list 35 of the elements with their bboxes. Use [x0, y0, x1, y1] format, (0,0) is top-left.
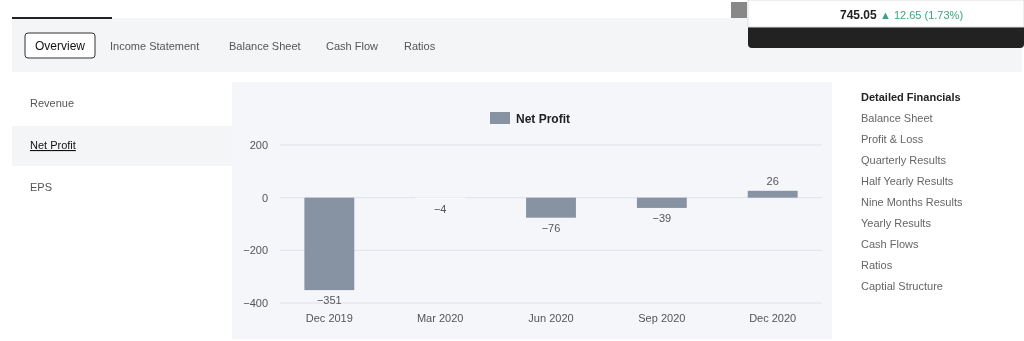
text: ▲ 12.65 (1.73%) [880, 9, 964, 21]
text: Captial Structure [861, 280, 943, 292]
text: Profit & Loss [861, 133, 924, 145]
x-tick-label: Jun 2020 [528, 312, 574, 324]
text: EPS [30, 181, 53, 193]
data-label: 26 [766, 174, 779, 187]
text: Ratios [861, 259, 893, 271]
y-tick-label: −400 [243, 297, 268, 309]
data-label: −76 [541, 221, 561, 234]
text: Overview [34, 39, 86, 53]
text: Quarterly Results [861, 154, 947, 166]
text: Revenue [30, 97, 75, 109]
text: Yearly Results [861, 217, 932, 229]
text: Cash Flow [326, 40, 379, 52]
text: Balance Sheet [861, 112, 933, 124]
data-label: −351 [316, 294, 342, 307]
x-tick-label: Dec 2020 [749, 312, 797, 324]
data-label: −4 [433, 202, 447, 215]
text: Nine Months Results [861, 196, 963, 208]
text: Cash Flows [861, 238, 919, 250]
text: 745.05 [840, 8, 878, 22]
text: Ratios [404, 40, 436, 52]
y-tick-label: −200 [243, 244, 268, 257]
text: Net Profit [30, 139, 76, 151]
text: Balance Sheet [229, 40, 301, 52]
text: Income Statement [110, 40, 200, 52]
y-tick-label: 0 [261, 191, 268, 204]
text: Detailed Financials [861, 91, 961, 103]
x-tick-label: Sep 2020 [638, 312, 686, 324]
x-tick-label: Dec 2019 [305, 312, 353, 324]
text: Half Yearly Results [861, 175, 954, 187]
data-label: −39 [652, 211, 672, 224]
y-tick-label: 200 [249, 139, 268, 151]
legend-label: Net Profit [516, 112, 570, 126]
x-tick-label: Mar 2020 [416, 312, 464, 324]
